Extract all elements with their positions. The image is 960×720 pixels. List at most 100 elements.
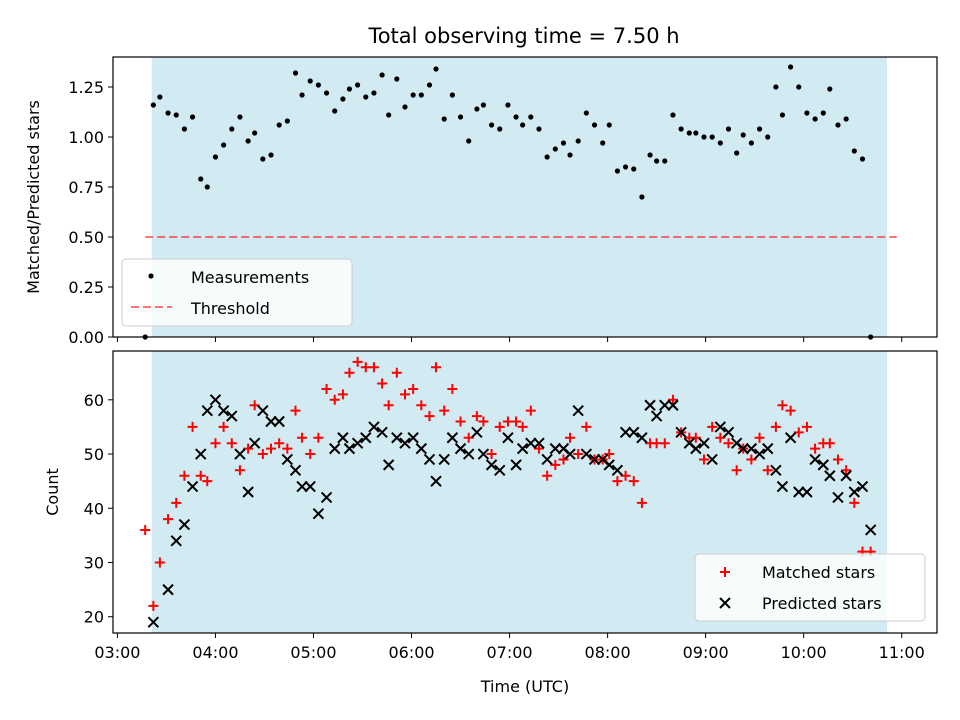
predicted-point: [477, 448, 490, 460]
matched-point: [486, 449, 497, 460]
matched-point: [243, 443, 254, 454]
matched-point: [352, 356, 363, 367]
measurement-point: [466, 138, 472, 144]
bottom-panel: 20 30 40 50 60 03:00 04:00 05:00 06:00 07:00 08:00…: [43, 350, 938, 696]
x-tick-label: 04:00: [192, 643, 238, 662]
matched-point: [731, 465, 742, 476]
matched-point: [266, 443, 277, 454]
measurement-point: [457, 114, 464, 120]
matched-point: [447, 383, 458, 394]
matched-point: [746, 454, 757, 465]
y-tick-label: 0.25: [68, 278, 104, 297]
predicted-point: [516, 442, 529, 455]
measurement-point: [670, 112, 676, 118]
matched-point: [313, 432, 324, 443]
predicted-point: [178, 518, 191, 531]
series-predicted-stars: [147, 394, 877, 628]
predicted-point: [351, 437, 364, 449]
measurement-point: [252, 130, 258, 136]
measurement-point: [189, 114, 196, 120]
measurement-point: [804, 110, 810, 116]
x-axis-label: Time (UTC): [480, 677, 569, 696]
x-tick-label: 11:00: [879, 643, 925, 662]
measurement-point: [181, 126, 188, 132]
predicted-point: [650, 410, 663, 422]
predicted-point: [549, 442, 562, 455]
legend-measurements-label: Measurements: [191, 268, 309, 287]
matched-point: [558, 454, 569, 465]
legend-matched-label: Matched stars: [762, 563, 875, 582]
predicted-point: [667, 399, 679, 411]
predicted-point: [217, 404, 230, 417]
y-tick-label: 30: [84, 554, 104, 573]
matched-point: [171, 497, 182, 508]
matched-point: [154, 557, 165, 568]
y-tick-label: 0.75: [68, 178, 104, 197]
predicted-point: [281, 453, 294, 466]
predicted-point: [817, 459, 829, 471]
measurement-point: [567, 152, 573, 158]
matched-point: [612, 476, 623, 487]
predicted-point: [564, 448, 576, 460]
y-tick-label: 40: [84, 499, 104, 518]
predicted-point: [659, 399, 671, 411]
matched-point: [550, 459, 561, 470]
measurement-point: [606, 122, 612, 128]
matched-point: [321, 383, 332, 394]
measurement-point: [449, 92, 455, 98]
predicted-point: [533, 437, 545, 449]
x-tick-label: 08:00: [585, 643, 631, 662]
matched-point: [667, 394, 678, 405]
measurement-point: [575, 138, 581, 144]
axes-frame: [112, 56, 938, 338]
legend-box: [694, 553, 926, 622]
y-axis-label: Matched/Predicted stars: [24, 100, 43, 294]
matched-point: [636, 497, 647, 508]
measurement-point: [474, 106, 480, 112]
predicted-point: [864, 524, 877, 536]
matched-point: [511, 416, 522, 427]
predicted-point: [471, 426, 483, 439]
predicted-point: [619, 426, 632, 439]
measurement-point: [394, 76, 400, 82]
measurement-point: [488, 122, 495, 128]
predicted-point: [438, 453, 450, 466]
predicted-point: [186, 480, 199, 493]
predicted-point: [446, 432, 459, 444]
measurement-point: [363, 94, 369, 100]
matched-point: [163, 514, 174, 525]
matched-point: [377, 378, 388, 389]
predicted-point: [382, 459, 395, 471]
matched-point: [463, 432, 474, 443]
predicted-point: [580, 448, 593, 460]
matched-point: [218, 421, 229, 432]
measurement-point: [165, 110, 171, 116]
predicted-point: [312, 507, 325, 520]
matched-point: [329, 394, 340, 405]
series-measurements: [142, 64, 874, 340]
y-tick-label: 50: [84, 445, 104, 464]
matched-point: [841, 465, 852, 476]
predicted-point: [226, 410, 238, 422]
measurement-point: [639, 194, 645, 200]
predicted-point: [706, 453, 718, 466]
measurement-point: [544, 154, 550, 160]
measurement-point: [157, 94, 163, 100]
predicted-point: [234, 448, 246, 460]
measurement-point: [386, 112, 392, 118]
chart-title: Total observing time = 7.50 h: [367, 24, 679, 48]
measurement-point: [560, 140, 567, 146]
matched-point: [604, 449, 615, 460]
matched-point: [416, 400, 427, 411]
predicted-point: [463, 448, 475, 460]
predicted-point: [320, 491, 333, 504]
x-tick-label: 06:00: [388, 643, 434, 662]
predicted-point: [248, 437, 261, 449]
predicted-point: [147, 616, 160, 628]
measurement-point: [740, 132, 746, 138]
matched-point: [690, 432, 701, 443]
measurement-point: [614, 168, 620, 174]
predicted-point: [289, 464, 302, 477]
matched-point: [698, 454, 709, 465]
measurement-point: [678, 126, 684, 132]
